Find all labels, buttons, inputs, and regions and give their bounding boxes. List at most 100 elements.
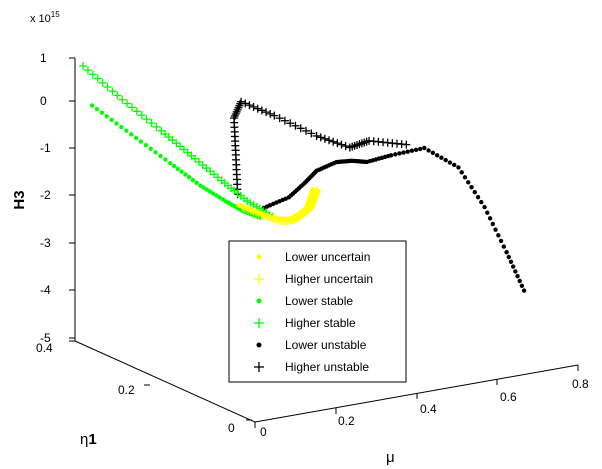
- lower-unstable-point: [487, 216, 493, 221]
- legend-lower-uncertain-label: Lower uncertain: [285, 250, 370, 264]
- lower-stable-point: [163, 157, 168, 162]
- exponent-label: x 1015: [30, 10, 60, 25]
- higher-unstable-point: [245, 101, 254, 110]
- higher-stable-point: [83, 66, 92, 75]
- z-tick-label: -3: [40, 236, 51, 250]
- lower-unstable-point: [475, 194, 481, 200]
- higher-stable-point: [88, 70, 97, 79]
- lower-unstable-point: [501, 244, 507, 249]
- lower-unstable-point: [459, 170, 464, 175]
- lower-stable-point: [207, 189, 213, 194]
- legend-lower-unstable-label: Lower unstable: [285, 338, 367, 352]
- legend: Lower uncertain Higher uncertain Lower sta…: [228, 240, 407, 383]
- z-ticks: 1 0 -1 -2 -3 -4 -5: [40, 51, 75, 345]
- higher-stable-point: [137, 111, 146, 120]
- lower-unstable-point: [401, 150, 406, 155]
- higher-unstable-point: [296, 124, 305, 133]
- lower-unstable-point: [434, 153, 440, 158]
- x-tick-label: 0.2: [338, 414, 355, 428]
- lower-unstable-point: [452, 162, 457, 168]
- legend-higher-uncertain-label: Higher uncertain: [285, 272, 373, 286]
- higher-stable-point: [103, 83, 112, 92]
- legend-box: [228, 240, 407, 383]
- lower-stable-point: [175, 166, 181, 172]
- lower-unstable-point: [513, 269, 518, 274]
- x-tick-label: 0.6: [500, 390, 517, 404]
- lower-unstable-point: [521, 288, 527, 293]
- x-tick-label: 0.8: [572, 377, 589, 391]
- lower-stable-point: [99, 110, 105, 115]
- y-axis-label: η1: [80, 431, 97, 448]
- lower-unstable-point: [479, 199, 484, 205]
- higher-uncertain-point: [313, 185, 322, 194]
- legend-lower-unstable-marker: [256, 342, 262, 348]
- lower-unstable-point: [517, 278, 522, 284]
- higher-stable-point: [93, 74, 102, 83]
- legend-higher-uncertain-marker: [254, 274, 264, 284]
- lower-stable-point: [133, 135, 139, 141]
- legend-higher-stable-label: Higher stable: [285, 316, 356, 330]
- higher-unstable-point: [253, 104, 262, 113]
- higher-unstable-point: [270, 111, 279, 120]
- lower-unstable-point: [417, 146, 423, 152]
- z-tick-label: -1: [40, 141, 51, 155]
- higher-stable-point: [108, 87, 117, 96]
- lower-stable-point: [89, 103, 95, 108]
- lower-stable-point: [109, 117, 114, 123]
- lower-unstable-point: [409, 148, 415, 153]
- lower-unstable-point: [508, 259, 514, 264]
- lower-stable-point: [128, 132, 134, 137]
- higher-unstable-point: [325, 136, 334, 145]
- lower-unstable-point: [510, 264, 516, 269]
- lower-stable-point: [153, 150, 158, 155]
- higher-unstable-point: [266, 109, 275, 118]
- y-tick-label: 0: [228, 421, 235, 435]
- lower-stable-point: [217, 195, 222, 200]
- higher-stable-point: [147, 119, 156, 128]
- x-tick-label: 0.4: [420, 402, 437, 416]
- higher-unstable-point: [262, 108, 271, 117]
- higher-stable-point: [79, 62, 88, 71]
- y-axis-line: [74, 340, 256, 423]
- lower-unstable-point: [443, 157, 448, 163]
- higher-unstable-point: [302, 126, 311, 135]
- higher-stable-point: [113, 91, 122, 100]
- x-axis-label: μ: [386, 449, 395, 466]
- lower-unstable-point: [482, 204, 487, 210]
- higher-unstable-point: [320, 134, 329, 143]
- higher-unstable-point: [316, 133, 325, 142]
- higher-stable-point: [118, 95, 127, 104]
- lower-unstable-point: [388, 153, 394, 158]
- lower-unstable-point: [519, 283, 525, 288]
- lower-stable-point: [94, 106, 100, 112]
- lower-stable-point: [198, 183, 203, 188]
- lower-stable-point: [138, 139, 144, 144]
- lower-stable-point: [204, 187, 210, 192]
- lower-unstable-point: [498, 238, 504, 244]
- higher-unstable-point: [337, 140, 346, 149]
- x-ticks: 0 0.2 0.4 0.6 0.8: [254, 365, 589, 439]
- lower-unstable-point: [405, 149, 410, 154]
- lower-unstable-point: [469, 185, 474, 190]
- lower-unstable-point: [413, 147, 419, 153]
- higher-stable-point: [123, 99, 132, 108]
- higher-unstable-point: [237, 97, 246, 106]
- z-tick-label: 0: [40, 94, 47, 108]
- legend-higher-unstable-marker: [254, 362, 264, 372]
- axes-group: x 1015 1 0 -1 -2 -3 -4 -5 0.4 0.2 0: [11, 10, 589, 466]
- z-tick-label: -5: [40, 331, 51, 345]
- higher-unstable-point: [402, 140, 411, 149]
- lower-unstable-point: [456, 165, 461, 170]
- lower-unstable-point: [493, 227, 498, 232]
- lower-stable-point: [179, 169, 184, 174]
- z-axis-label: H3: [11, 190, 28, 209]
- z-tick-label: -2: [40, 188, 51, 202]
- lower-stable-point: [104, 114, 109, 119]
- x-tick-label: 0: [260, 425, 267, 439]
- lower-stable-point: [143, 142, 149, 148]
- lower-stable-point: [220, 197, 226, 202]
- legend-higher-unstable-label: Higher unstable: [285, 360, 369, 374]
- lower-stable-point: [201, 185, 206, 190]
- lower-unstable-point: [397, 151, 402, 156]
